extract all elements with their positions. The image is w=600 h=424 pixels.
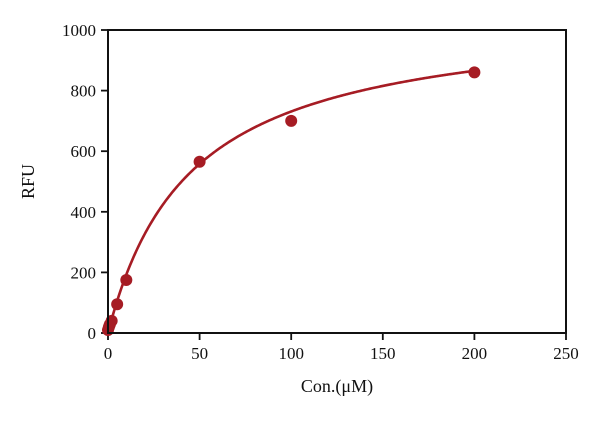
y-tick-label: 200: [71, 263, 97, 282]
y-axis-ticks: 0 200 400 600 800 1000: [62, 21, 108, 343]
data-point: [120, 273, 133, 286]
x-tick-label: 150: [370, 344, 396, 363]
x-tick-label: 250: [553, 344, 579, 363]
y-tick-label: 0: [88, 324, 97, 343]
y-axis-title: RFU: [18, 164, 38, 199]
data-point: [111, 298, 124, 311]
y-tick-label: 1000: [62, 21, 96, 40]
x-tick-label: 50: [191, 344, 208, 363]
x-tick-label: 200: [462, 344, 488, 363]
y-tick-label: 800: [71, 82, 97, 101]
data-point: [193, 155, 206, 168]
y-tick-label: 600: [71, 142, 97, 161]
x-tick-label: 0: [104, 344, 113, 363]
data-point: [285, 114, 298, 127]
plot-frame: [107, 29, 567, 334]
x-tick-label: 100: [278, 344, 304, 363]
plot-content: [102, 66, 481, 336]
fit-curve: [106, 69, 476, 335]
x-axis-ticks: 0 50 100 150 200 250: [104, 333, 579, 363]
y-tick-label: 400: [71, 203, 97, 222]
x-axis-title: Con.(μM): [301, 376, 373, 397]
data-point: [468, 66, 481, 79]
